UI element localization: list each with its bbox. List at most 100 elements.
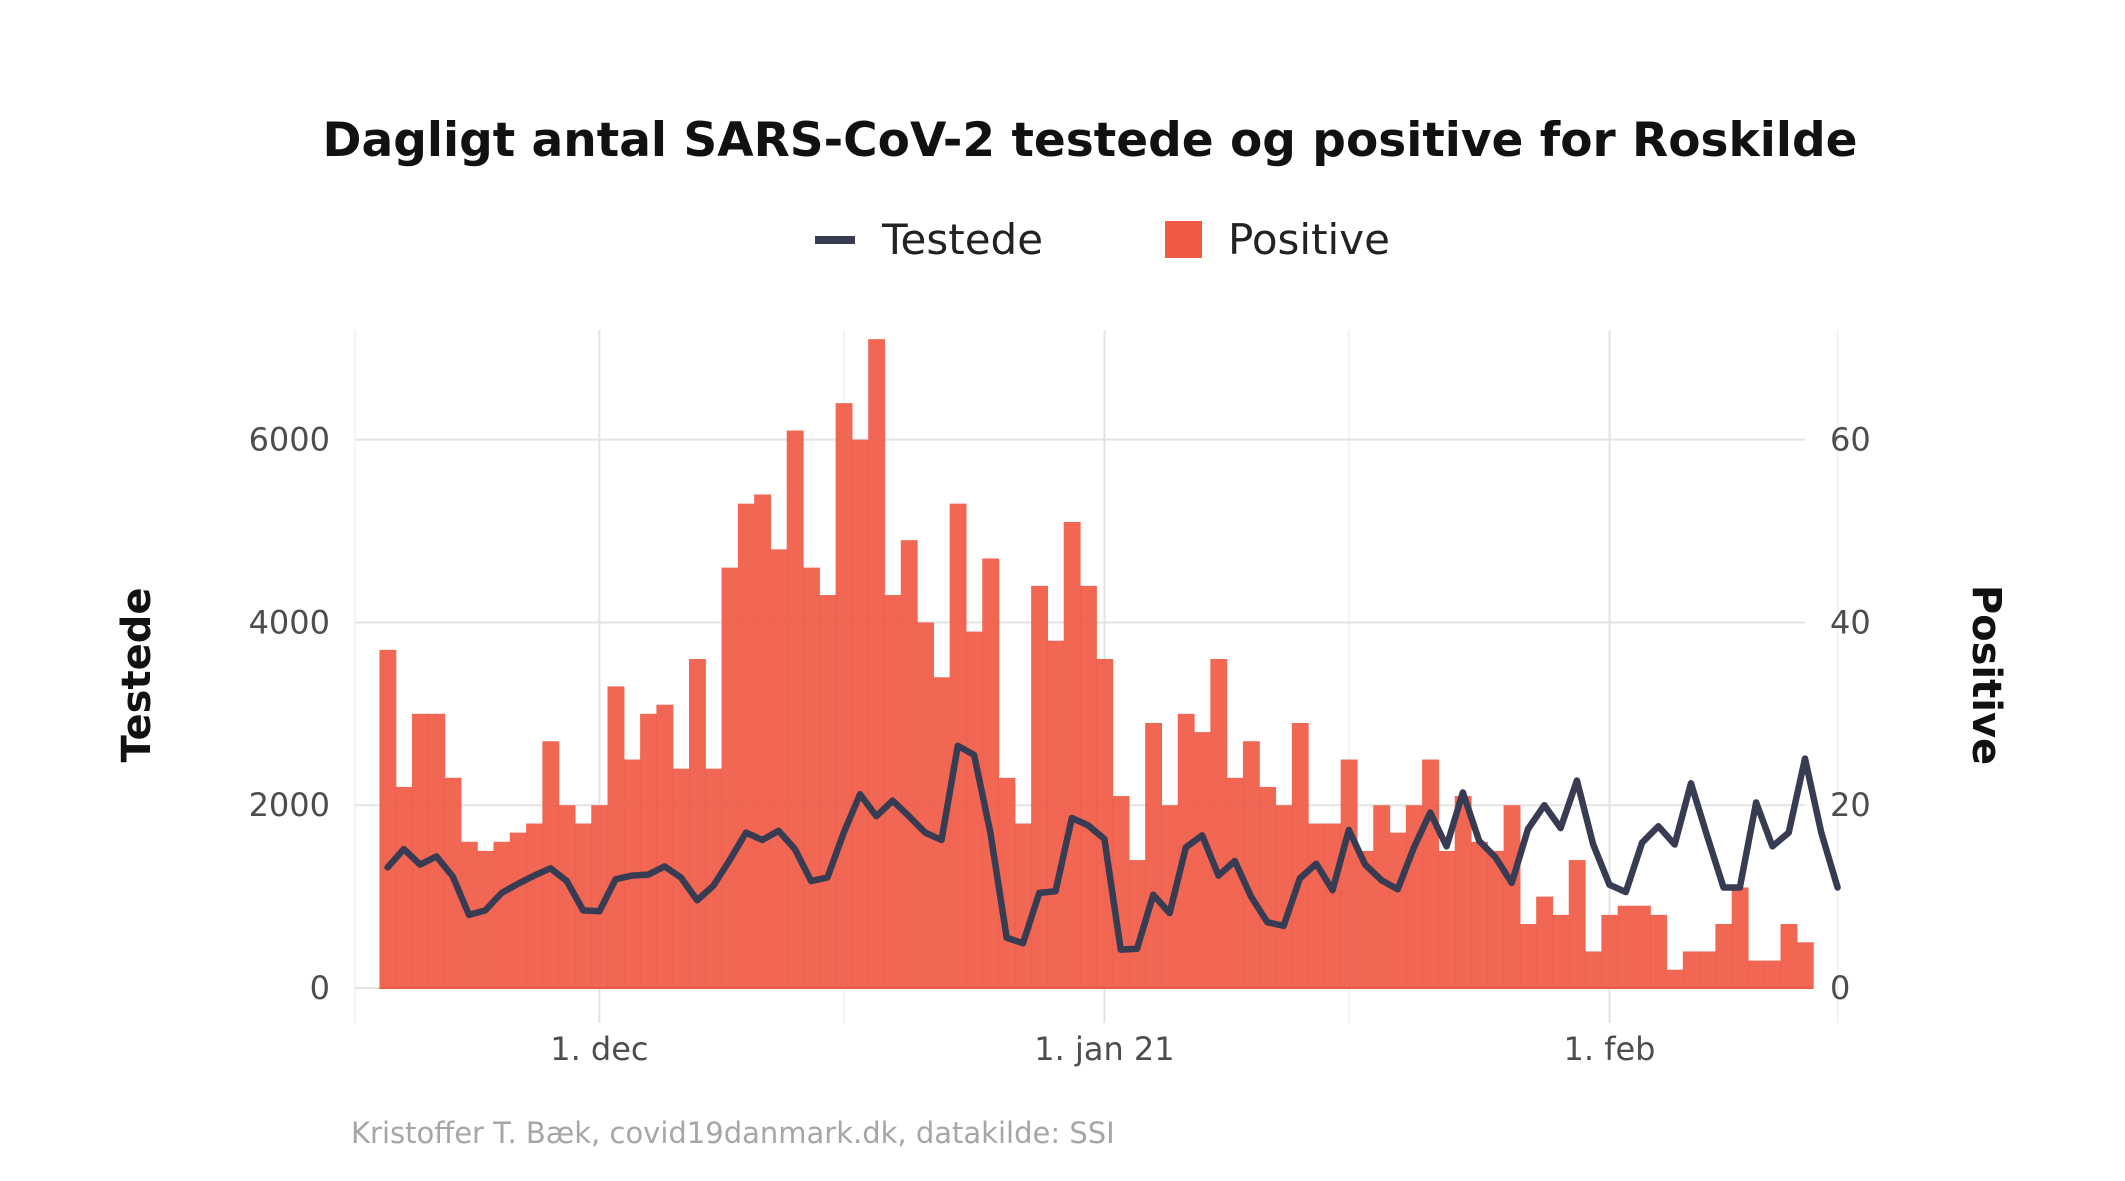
bar-positive [1324,823,1342,988]
bar-positive [1699,951,1716,988]
y-right-tick-label: 20 [1830,786,1871,824]
bar-positive [1682,951,1700,988]
bar-positive [1568,860,1586,988]
bar-positive [1454,796,1472,988]
bar-positive [1242,741,1260,988]
bar-positive [705,768,723,988]
testede-line [384,742,1841,953]
bar-positive [900,540,918,988]
bar-positive [412,713,429,988]
y-right-tick-label: 40 [1830,603,1871,641]
bar-positive [493,841,511,988]
x-tick-label: 1. dec [550,1030,648,1068]
chart-title: Dagligt antal SARS-CoV-2 testede og posi… [322,113,1857,168]
bar-positive [1291,722,1309,988]
bar-positive [1063,521,1081,988]
bar-positive [1047,640,1065,988]
bar-positive [1031,585,1049,988]
bar-positive [737,503,755,988]
bar-positive [558,805,576,988]
bar-positive [819,595,837,988]
bar-positive [851,439,869,988]
bar-positive [379,649,397,988]
bar-positive [1585,951,1602,988]
bar-positive [1389,832,1407,988]
bar-positive [1096,659,1114,988]
bar-positive [607,686,625,988]
bar-positive [395,786,413,988]
bar-positive [1471,841,1488,988]
bar-positive [754,494,772,988]
bar-positive [526,823,543,988]
bar-positive [1373,805,1391,988]
bar-positive [1226,777,1244,988]
bar-positive [868,339,886,988]
bar-positive [1259,786,1277,988]
bar-positive [1633,905,1651,988]
y-left-tick-label: 0 [310,969,330,1007]
bar-positive [1210,659,1228,988]
y-right-tick-label: 0 [1830,969,1850,1007]
bar-positive [786,430,804,988]
bar-positive [1601,914,1619,988]
bar-positive [428,713,446,988]
bar-positive [1796,942,1814,988]
y-left-tick-label: 4000 [249,603,330,641]
legend-label-positive: Positive [1228,215,1390,264]
y-axis-right-ticks: 0 20 40 60 [1830,421,1871,1007]
caption: Kristoffer T. Bæk, covid19danmark.dk, da… [351,1116,1115,1150]
bar-positive [477,850,495,988]
bar-positive [1080,585,1097,988]
x-axis-ticks: 1. dec 1. jan 21 1. feb [550,1030,1655,1068]
bar-positive [1552,914,1570,988]
bar-positive [982,558,1000,988]
legend: Testede Positive [815,215,1390,264]
line-testede [384,742,1841,953]
bar-positive [835,403,853,988]
bar-positive [1780,924,1798,988]
y-left-tick-label: 2000 [249,786,330,824]
bar-positive [1650,914,1668,988]
bar-positive [803,567,820,988]
bar-positive [770,549,788,988]
bar-positive [1308,823,1325,988]
bar-positive [998,777,1016,988]
bar-positive [1731,887,1749,988]
bar-positive [1145,722,1163,988]
bar-positive [1275,805,1293,988]
bar-positive [1128,860,1146,988]
bar-positive [1764,960,1782,988]
bar-positive [509,832,527,988]
y-axis-right-title: Positive [1963,585,2009,765]
bar-positive [1194,732,1211,988]
y-axis-left-ticks: 0 2000 4000 6000 [249,421,330,1007]
positive-bars [379,339,1814,989]
bar-positive [688,659,706,988]
bar-positive [656,704,674,988]
bar-positive [1715,924,1733,988]
bar-positive [1438,850,1456,988]
bar-positive [1617,905,1635,988]
x-tick-label: 1. feb [1564,1030,1656,1068]
bar-positive [1519,924,1537,988]
bar-positive [1503,805,1521,988]
x-tick-label: 1. jan 21 [1034,1030,1174,1068]
bar-positive [1747,960,1765,988]
bar-positive [591,805,609,988]
bar-positive [1666,969,1684,988]
bar-positive [542,741,560,988]
bar-positive [721,567,739,988]
legend-swatch-positive [1165,221,1202,258]
legend-label-testede: Testede [881,215,1043,264]
bar-positive [1161,805,1179,988]
bar-positive [965,631,983,988]
y-right-tick-label: 60 [1830,421,1871,459]
bar-positive [1014,823,1032,988]
bar-positive [917,622,934,988]
bar-positive [1536,896,1554,988]
bar-positive [1340,759,1358,988]
y-axis-left-title: Testede [114,588,160,763]
bar-positive [884,595,902,988]
bar-positive [640,713,657,988]
